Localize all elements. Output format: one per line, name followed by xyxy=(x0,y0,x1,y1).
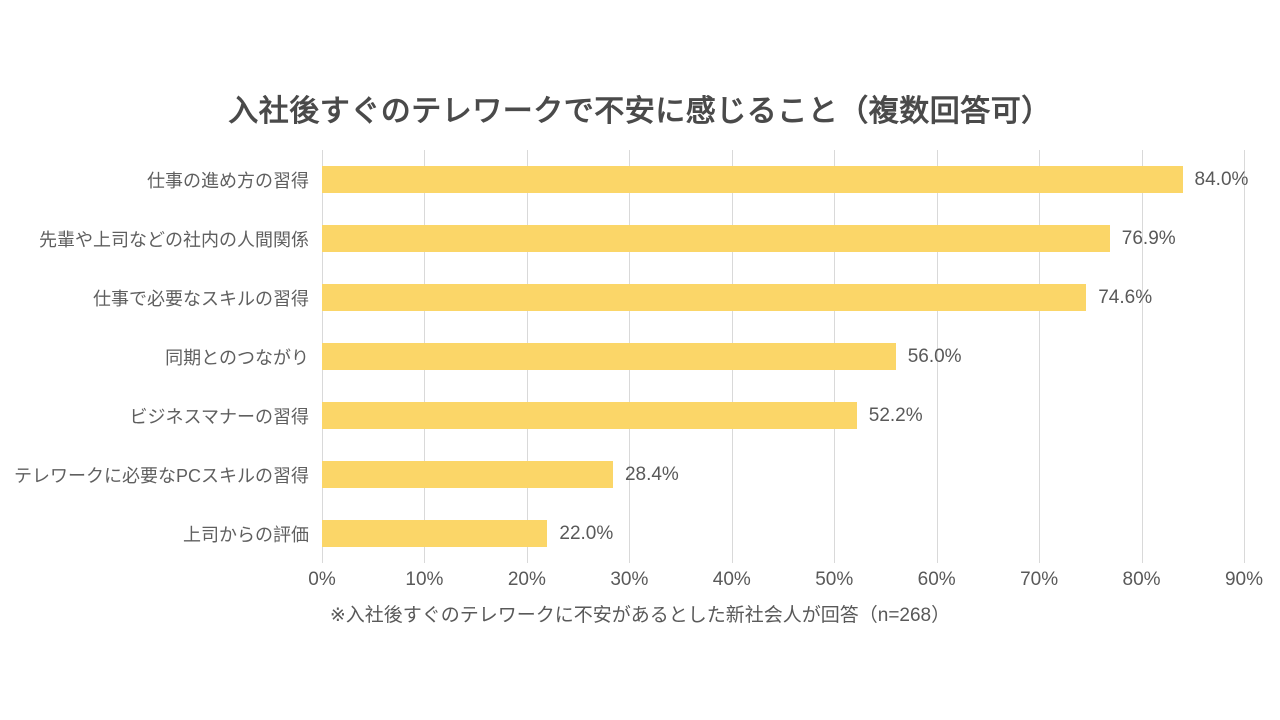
gridline xyxy=(1244,150,1245,563)
bar-value-label: 22.0% xyxy=(559,522,614,544)
x-tick-label: 30% xyxy=(610,569,649,590)
chart-title: 入社後すぐのテレワークで不安に感じること（複数回答可） xyxy=(228,95,1052,128)
gridline xyxy=(1141,150,1143,563)
category-label: 上司からの評価 xyxy=(183,524,309,545)
bar-value-label: 52.2% xyxy=(868,404,923,426)
x-tick-label: 80% xyxy=(1122,569,1161,590)
bar-value-label: 74.6% xyxy=(1098,286,1153,308)
x-tick-label: 0% xyxy=(308,569,336,590)
bar-row: 84.0% xyxy=(322,150,1248,209)
bar xyxy=(322,166,1183,193)
bar-row: 76.9% xyxy=(322,209,1244,268)
gridline xyxy=(936,150,938,563)
bar-row: 74.6% xyxy=(322,268,1244,327)
chart-footnote: ※入社後すぐのテレワークに不安があるとした新社会人が回答（n=268） xyxy=(329,605,951,626)
bar-value-label: 84.0% xyxy=(1194,168,1249,190)
bar-value-label: 28.4% xyxy=(624,463,679,485)
bar-row: 28.4% xyxy=(322,445,1244,504)
category-label: 同期とのつながり xyxy=(165,347,309,368)
bar-value-label: 56.0% xyxy=(907,345,962,367)
x-tick-label: 60% xyxy=(917,569,956,590)
category-axis: 仕事の進め方の習得先輩や上司などの社内の人間関係仕事で必要なスキルの習得同期との… xyxy=(0,150,309,563)
x-tick-label: 50% xyxy=(815,569,854,590)
x-tick-label: 10% xyxy=(405,569,444,590)
x-axis: 0% 10% 20% 30% 40% 50% 60% 70% 80% 90% xyxy=(308,569,1263,593)
bar-row: 22.0% xyxy=(322,504,1244,563)
bar xyxy=(322,402,857,429)
category-label: 仕事の進め方の習得 xyxy=(147,170,309,191)
x-tick-label: 20% xyxy=(507,569,546,590)
category-label: ビジネスマナーの習得 xyxy=(129,406,309,427)
category-label: テレワークに必要なPCスキルの習得 xyxy=(13,465,309,486)
bar xyxy=(322,461,613,488)
category-label: 仕事で必要なスキルの習得 xyxy=(93,288,309,309)
category-label: 先輩や上司などの社内の人間関係 xyxy=(39,229,309,250)
bar xyxy=(322,520,548,547)
x-tick-label: 70% xyxy=(1020,569,1059,590)
gridline xyxy=(1039,150,1041,563)
bar xyxy=(322,225,1110,252)
x-tick-label: 90% xyxy=(1224,569,1264,590)
bar xyxy=(322,343,896,370)
bar-row: 56.0% xyxy=(322,327,1244,386)
x-tick-label: 40% xyxy=(712,569,751,590)
bar xyxy=(322,284,1087,311)
plot-area: 84.0% 76.9% 74.6% 56.0% 52.2% 28.4% 22.0% xyxy=(322,150,1248,563)
bar-value-label: 76.9% xyxy=(1121,227,1176,249)
bar-row: 52.2% xyxy=(322,386,1244,445)
